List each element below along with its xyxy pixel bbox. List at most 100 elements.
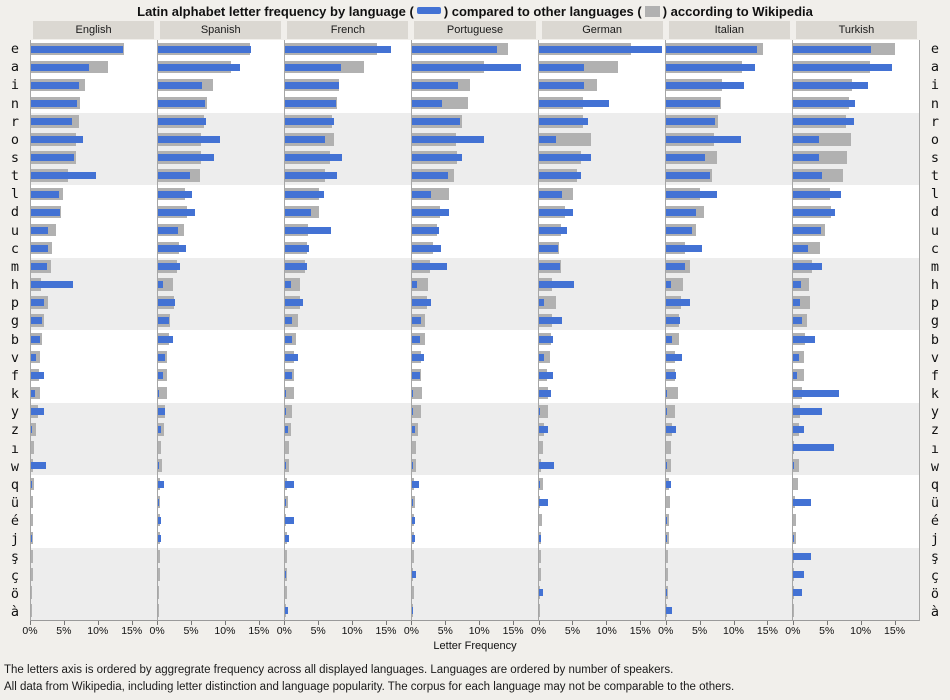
panel-cell	[665, 275, 792, 294]
bar-language	[158, 226, 179, 234]
bar-other-languages	[31, 568, 33, 581]
letter-label: p	[10, 295, 20, 312]
panel-cell	[792, 366, 919, 385]
panel-cell	[30, 511, 157, 530]
bar-other-languages	[158, 604, 159, 617]
bar-other-languages	[285, 386, 295, 400]
panel-cell	[792, 384, 919, 403]
panel-cell	[30, 475, 157, 494]
bar-other-languages	[539, 568, 542, 581]
bar-language	[158, 335, 173, 343]
bar-other-languages	[412, 459, 417, 472]
panel-cell	[538, 130, 665, 149]
panel-cell	[157, 330, 284, 349]
panel-cell	[30, 221, 157, 240]
panel-cell	[30, 239, 157, 258]
bar-language	[793, 353, 800, 361]
bar-language	[539, 534, 542, 542]
bar-language	[793, 99, 856, 107]
panel-cell	[665, 293, 792, 312]
bar-language	[412, 353, 425, 361]
panel-x-axis: 0% 5% 10% 15%	[531, 621, 666, 640]
bar-language	[285, 154, 343, 162]
x-tick-label: 5%	[437, 625, 453, 637]
panel-cell	[284, 601, 411, 620]
column-header-italian: Italian	[668, 21, 790, 39]
bar-language	[412, 99, 442, 107]
panel-cell	[538, 112, 665, 131]
panel-cell	[30, 112, 157, 131]
x-tick-label: 10%	[341, 625, 363, 637]
bar-language	[539, 317, 562, 325]
panel-cell	[665, 330, 792, 349]
bar-other-languages	[31, 423, 37, 436]
letter-label: ö	[930, 585, 940, 602]
panel-cell	[665, 94, 792, 113]
bar-language	[31, 408, 44, 415]
bar-language	[793, 444, 834, 452]
bar-language	[412, 281, 417, 289]
letter-label: e	[930, 41, 940, 58]
bar-language	[793, 136, 819, 144]
bar-language	[412, 226, 439, 234]
bar-language	[539, 118, 589, 125]
panel-cell	[30, 601, 157, 620]
bar-language	[285, 45, 392, 53]
x-tick-label: 0%	[530, 625, 547, 637]
panel-cell	[284, 94, 411, 113]
panel-cell	[411, 40, 538, 59]
bar-other-languages	[412, 586, 415, 599]
panel-cell	[792, 493, 919, 512]
letter-label: h	[10, 277, 20, 294]
panel-cell	[157, 366, 284, 385]
panel-cell	[665, 583, 792, 602]
letter-row-a	[30, 58, 919, 77]
panel-cell	[157, 493, 284, 512]
panel-cell	[665, 529, 792, 548]
panel-cell	[792, 239, 919, 258]
letter-label: t	[10, 168, 20, 185]
panel-cell	[157, 166, 284, 185]
letter-label: ş	[10, 549, 20, 566]
bar-language	[539, 498, 548, 506]
letter-row-q	[30, 475, 919, 494]
letter-row-c	[30, 239, 919, 258]
panel-cell	[30, 76, 157, 95]
bar-language	[158, 281, 163, 289]
panel-cell	[157, 565, 284, 584]
panel-x-axis: 0% 5% 10% 15%	[22, 621, 157, 640]
panel-cell	[157, 40, 284, 59]
footer-line-1: The letters axis is ordered by aggregrat…	[4, 664, 674, 676]
column-header-german: German	[541, 21, 663, 39]
x-tick-label: 5%	[819, 625, 835, 637]
bar-other-languages	[31, 495, 34, 509]
letter-row-b	[30, 330, 919, 349]
bar-other-languages	[412, 550, 415, 563]
bar-language	[158, 371, 164, 379]
panel-cell	[157, 601, 284, 620]
bar-language	[285, 371, 293, 379]
panel-cell	[284, 203, 411, 222]
panel-cell	[538, 529, 665, 548]
bar-language	[158, 408, 165, 415]
bar-language	[666, 81, 744, 89]
panel-cell	[792, 94, 919, 113]
x-tick	[318, 621, 320, 625]
panel-cell	[665, 76, 792, 95]
panel-cell	[284, 583, 411, 602]
bar-language	[285, 335, 293, 343]
panel-cell	[30, 493, 157, 512]
panel-cell	[30, 547, 157, 566]
panel-cell	[538, 583, 665, 602]
letter-label: u	[930, 222, 940, 239]
bar-language	[31, 371, 45, 379]
bar-language	[793, 190, 841, 198]
panel-cell	[411, 511, 538, 530]
x-tick	[894, 621, 896, 625]
bar-language	[666, 281, 672, 289]
bar-other-languages	[412, 604, 414, 617]
bar-language	[31, 281, 73, 289]
letter-label: k	[10, 386, 20, 403]
panel-cell	[411, 221, 538, 240]
bar-language	[539, 389, 551, 397]
